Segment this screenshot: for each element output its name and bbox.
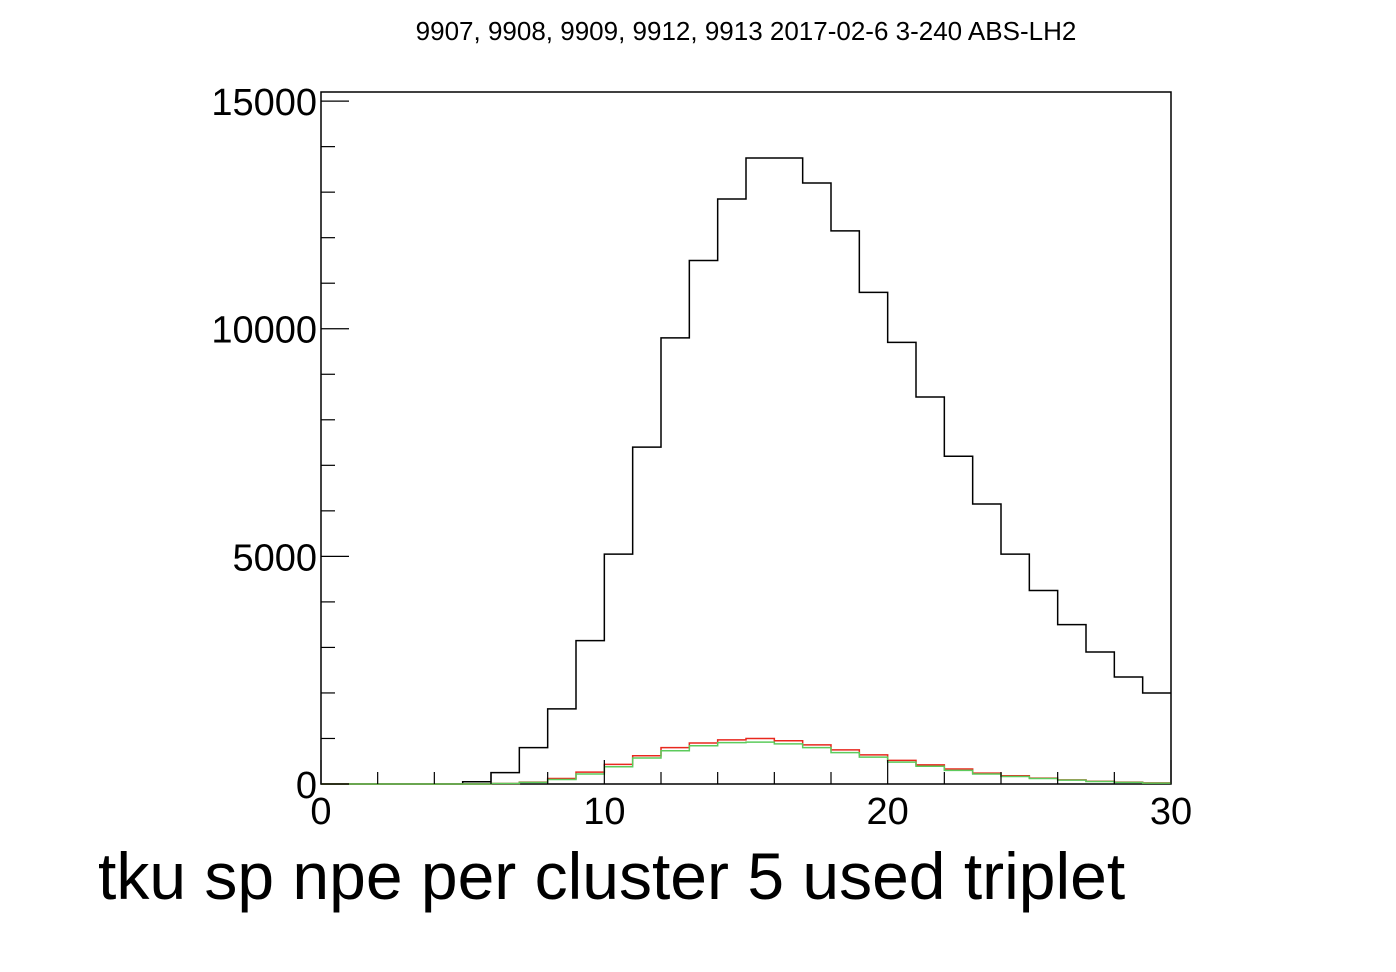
histogram-bin xyxy=(1001,776,1029,784)
histogram-bin xyxy=(576,641,604,784)
chart-title: 9907, 9908, 9909, 9912, 9913 2017-02-6 3… xyxy=(415,16,1077,46)
x-tick-label: 10 xyxy=(583,791,625,833)
histogram-bin xyxy=(774,741,802,784)
histogram-bin xyxy=(973,504,1001,784)
y-tick-label: 5000 xyxy=(232,537,317,579)
histogram-bin xyxy=(689,743,717,784)
histogram-bin xyxy=(831,231,859,784)
histogram-bin xyxy=(633,758,661,784)
histogram-bin xyxy=(718,199,746,784)
x-axis-label: tku sp npe per cluster 5 used triplet xyxy=(98,839,1126,913)
histogram-bin xyxy=(1058,625,1086,784)
histogram-bin xyxy=(576,774,604,784)
histogram-bin xyxy=(633,447,661,784)
histogram-bin xyxy=(859,755,887,784)
histogram-bin xyxy=(661,748,689,784)
histogram-outline xyxy=(321,157,1171,785)
histogram-bin xyxy=(604,554,632,784)
histogram-bin xyxy=(916,766,944,784)
histogram-bin xyxy=(1086,652,1114,784)
histogram-bin xyxy=(548,709,576,784)
histogram-bin xyxy=(689,746,717,784)
histogram-bin xyxy=(944,456,972,784)
histogram-series-1 xyxy=(321,737,1171,785)
histogram-bin xyxy=(661,338,689,784)
histogram-bin xyxy=(1001,554,1029,784)
histogram-bin xyxy=(519,748,547,784)
histogram-bin xyxy=(491,773,519,784)
histogram-outline xyxy=(321,741,1171,785)
histogram-bin xyxy=(746,158,774,784)
histogram-bin xyxy=(859,292,887,784)
plot-frame xyxy=(320,91,1172,785)
histogram-bin xyxy=(718,740,746,784)
histogram-bin xyxy=(689,260,717,784)
histogram-bin xyxy=(1114,677,1142,784)
histogram-bin xyxy=(661,751,689,784)
histogram-bin xyxy=(916,765,944,784)
y-tick-label: 15000 xyxy=(211,82,317,124)
histogram-bin xyxy=(888,760,916,784)
x-tick-label: 20 xyxy=(867,791,909,833)
histogram-bin xyxy=(746,738,774,784)
histogram-bin xyxy=(1143,693,1171,784)
histogram-bin xyxy=(633,756,661,784)
histogram-bin xyxy=(859,757,887,784)
histogram-series-2 xyxy=(321,741,1171,785)
histogram-bin xyxy=(746,742,774,784)
histogram-bin xyxy=(1029,591,1057,784)
histogram-bin xyxy=(916,397,944,784)
y-tick-label: 0 xyxy=(296,765,317,807)
y-tick-label: 10000 xyxy=(211,310,317,352)
histogram-bin xyxy=(803,745,831,784)
histogram-bin xyxy=(888,342,916,784)
x-tick-label: 0 xyxy=(310,791,331,833)
histogram-bin xyxy=(831,750,859,784)
histogram-bin xyxy=(774,158,802,784)
axis-layer: 0 10 20 30 0 5000 10000 15000 xyxy=(211,82,1192,833)
histogram-bin xyxy=(1029,779,1057,784)
histogram-bin xyxy=(944,770,972,784)
histogram-bin xyxy=(604,767,632,784)
histogram-bin xyxy=(888,762,916,784)
x-tick-label: 30 xyxy=(1150,791,1192,833)
histogram-bin xyxy=(944,769,972,784)
histogram-bin xyxy=(718,743,746,784)
histogram-bin xyxy=(831,753,859,784)
series-layer xyxy=(321,157,1171,785)
histogram-series-0 xyxy=(321,157,1171,785)
histogram-bin xyxy=(803,748,831,784)
histogram-outline xyxy=(321,737,1171,785)
histogram-bin xyxy=(774,744,802,784)
histogram-bin xyxy=(803,183,831,784)
histogram-bin xyxy=(973,774,1001,784)
